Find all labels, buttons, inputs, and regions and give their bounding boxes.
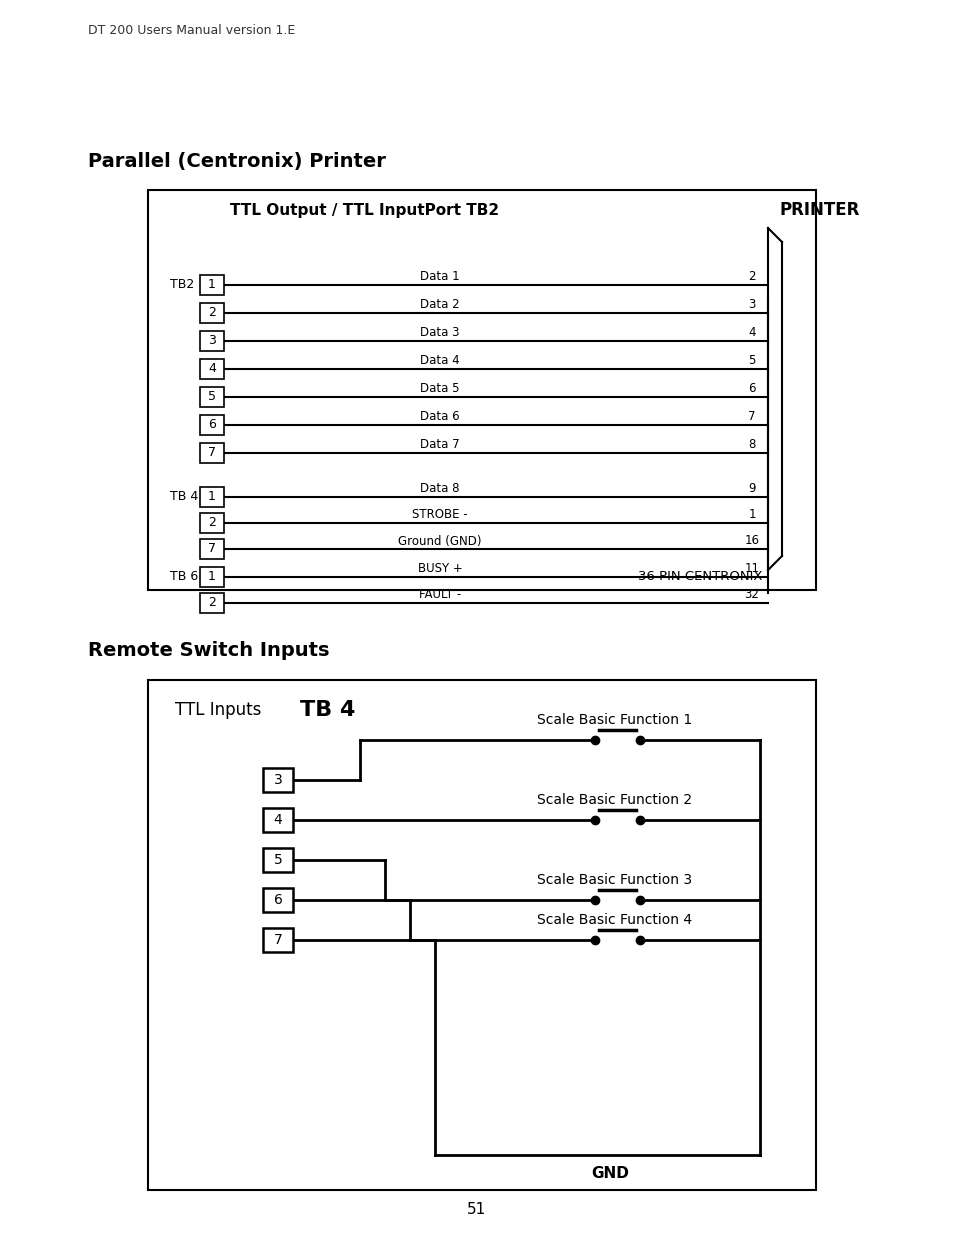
Bar [148, 190, 815, 590]
Text: Data 1: Data 1 [419, 270, 459, 284]
Text: Scale Basic Function 2: Scale Basic Function 2 [537, 793, 692, 806]
Bar [200, 359, 224, 379]
Bar [200, 415, 224, 435]
Text: Scale Basic Function 4: Scale Basic Function 4 [537, 913, 692, 927]
Text: 3: 3 [747, 299, 755, 311]
Text: TB 4: TB 4 [170, 490, 198, 504]
Text: 1: 1 [208, 490, 215, 504]
Text: 51: 51 [467, 1203, 486, 1218]
Text: Remote Switch Inputs: Remote Switch Inputs [88, 641, 329, 659]
Bar [200, 513, 224, 534]
Bar [263, 848, 293, 872]
Bar [200, 567, 224, 587]
Text: Data 3: Data 3 [420, 326, 459, 340]
Text: 5: 5 [274, 853, 282, 867]
Text: 36 PIN CENTRONIX: 36 PIN CENTRONIX [638, 571, 761, 583]
Text: 4: 4 [747, 326, 755, 340]
Text: 2: 2 [208, 516, 215, 530]
Text: TB 6: TB 6 [170, 571, 198, 583]
Text: Ground (GND): Ground (GND) [397, 535, 481, 547]
Text: Scale Basic Function 1: Scale Basic Function 1 [537, 713, 692, 727]
Text: 1: 1 [208, 571, 215, 583]
Bar [263, 808, 293, 832]
Text: Data 6: Data 6 [419, 410, 459, 424]
Text: 8: 8 [747, 438, 755, 452]
Text: GND: GND [591, 1166, 628, 1181]
Bar [200, 303, 224, 324]
Text: 1: 1 [208, 279, 215, 291]
Bar [263, 888, 293, 911]
Text: 7: 7 [747, 410, 755, 424]
Text: Scale Basic Function 3: Scale Basic Function 3 [537, 873, 692, 887]
Text: 7: 7 [208, 447, 215, 459]
Text: FAULT -: FAULT - [418, 589, 460, 601]
Bar [200, 443, 224, 463]
Bar [200, 275, 224, 295]
Text: 5: 5 [208, 390, 215, 404]
Text: 5: 5 [747, 354, 755, 368]
Text: 6: 6 [208, 419, 215, 431]
Bar [263, 768, 293, 792]
Text: 6: 6 [274, 893, 282, 906]
Text: TB 4: TB 4 [299, 700, 355, 720]
Text: TTL Output / TTL InputPort TB2: TTL Output / TTL InputPort TB2 [230, 203, 498, 217]
Text: 1: 1 [747, 509, 755, 521]
Bar [263, 927, 293, 952]
Bar [200, 387, 224, 408]
Text: 2: 2 [208, 306, 215, 320]
Text: Parallel (Centronix) Printer: Parallel (Centronix) Printer [88, 152, 385, 172]
Text: STROBE -: STROBE - [412, 509, 467, 521]
Text: 16: 16 [743, 535, 759, 547]
Text: Data 4: Data 4 [419, 354, 459, 368]
Text: Data 7: Data 7 [419, 438, 459, 452]
Text: 6: 6 [747, 383, 755, 395]
Text: 4: 4 [208, 363, 215, 375]
Text: 2: 2 [747, 270, 755, 284]
Bar [200, 487, 224, 508]
Text: PRINTER: PRINTER [779, 201, 860, 219]
Text: 3: 3 [208, 335, 215, 347]
Text: Data 8: Data 8 [420, 483, 459, 495]
Text: TB2: TB2 [170, 279, 194, 291]
Text: 3: 3 [274, 773, 282, 787]
Text: BUSY +: BUSY + [417, 562, 462, 576]
Text: TTL Inputs: TTL Inputs [174, 701, 261, 719]
Text: 32: 32 [743, 589, 759, 601]
Text: Data 5: Data 5 [420, 383, 459, 395]
Bar [200, 331, 224, 351]
Text: 9: 9 [747, 483, 755, 495]
Text: 7: 7 [208, 542, 215, 556]
Bar [200, 538, 224, 559]
Text: 11: 11 [743, 562, 759, 576]
Text: Data 2: Data 2 [419, 299, 459, 311]
Text: 7: 7 [274, 932, 282, 947]
Text: 4: 4 [274, 813, 282, 827]
Text: DT 200 Users Manual version 1.E: DT 200 Users Manual version 1.E [88, 23, 294, 37]
Bar [200, 593, 224, 613]
Text: 2: 2 [208, 597, 215, 610]
Bar [148, 680, 815, 1191]
